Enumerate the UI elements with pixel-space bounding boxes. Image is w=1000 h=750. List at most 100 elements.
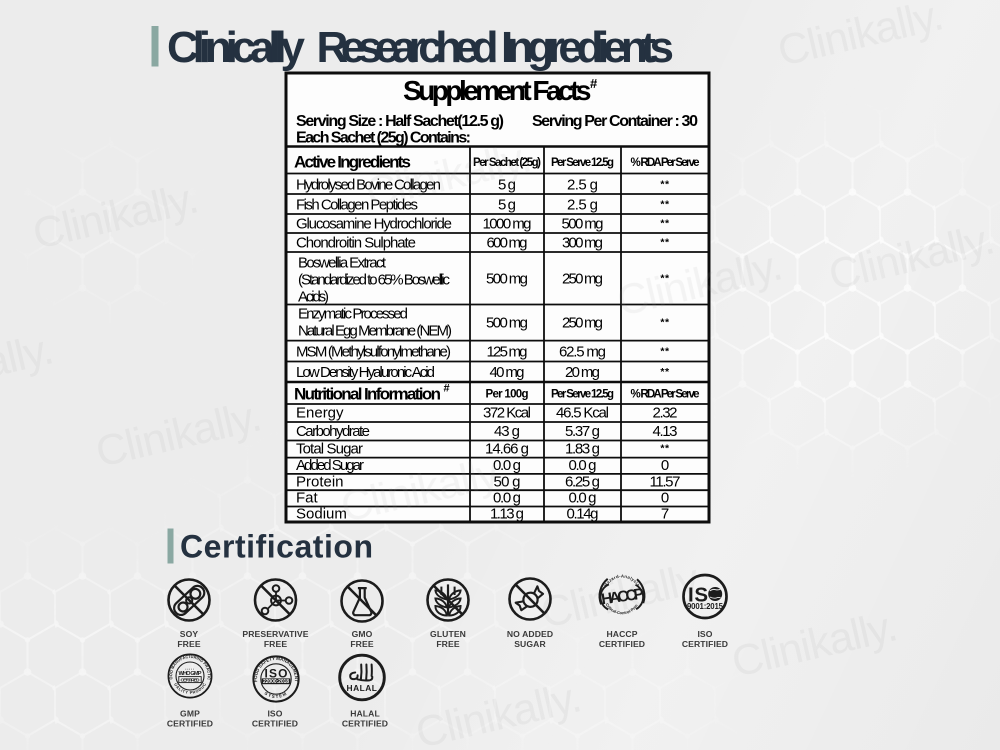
svg-text:6.25 g: 6.25 g: [565, 474, 600, 491]
svg-text:Ingredients: Ingredients: [501, 23, 674, 72]
svg-text:62.5 mg: 62.5 mg: [559, 344, 606, 361]
svg-text:40 mg: 40 mg: [490, 364, 525, 381]
svg-text:Energy: Energy: [296, 405, 344, 422]
svg-text:Clinikally.: Clinikally.: [727, 602, 901, 687]
svg-text:Boswellia Extract: Boswellia Extract: [298, 255, 387, 272]
svg-text:GMO: GMO: [352, 629, 373, 639]
svg-text:0.0 g: 0.0 g: [493, 457, 521, 474]
svg-text:HACCP: HACCP: [600, 586, 645, 609]
svg-text:Sodium: Sodium: [296, 506, 347, 523]
svg-text:**: **: [660, 366, 670, 378]
svg-text:GLUTEN: GLUTEN: [430, 629, 466, 639]
svg-text:**: **: [660, 179, 670, 191]
svg-text:372 Kcal: 372 Kcal: [483, 405, 531, 422]
svg-text:WHO GMP: WHO GMP: [179, 671, 202, 677]
svg-text:Clinikally.: Clinikally.: [0, 325, 58, 410]
svg-text:20 mg: 20 mg: [565, 364, 600, 381]
svg-text:0.0 g: 0.0 g: [569, 457, 597, 474]
svg-text:ISO: ISO: [697, 629, 712, 639]
svg-text:Enzymatic Processed: Enzymatic Processed: [298, 306, 408, 323]
svg-text:**: **: [660, 317, 670, 329]
svg-text:Researched: Researched: [317, 23, 499, 72]
svg-text:9001:2015: 9001:2015: [687, 602, 724, 611]
svg-text:FREE: FREE: [350, 639, 373, 649]
svg-text:**: **: [660, 273, 670, 285]
svg-text:Each Sachet (25g) Contains:: Each Sachet (25g) Contains:: [296, 130, 471, 147]
svg-text:Fat: Fat: [296, 490, 319, 507]
svg-text:ISO: ISO: [265, 667, 288, 681]
svg-text:300 mg: 300 mg: [562, 235, 603, 252]
svg-text:Certification: Certification: [180, 529, 373, 565]
svg-text:CERTIFIED: CERTIFIED: [342, 719, 388, 729]
svg-text:0.0 g: 0.0 g: [493, 490, 521, 507]
svg-text:Glucosamine Hydrochloride: Glucosamine Hydrochloride: [296, 216, 452, 233]
svg-text:Added Sugar: Added Sugar: [296, 457, 364, 474]
svg-text:(Standardized to 65% Boswellic: (Standardized to 65% Boswellic: [298, 272, 451, 289]
svg-text:22000:2018: 22000:2018: [263, 679, 289, 685]
svg-text:Active Ingredients: Active Ingredients: [294, 153, 411, 172]
svg-text:FREE: FREE: [436, 639, 459, 649]
svg-text:43 g: 43 g: [494, 423, 520, 440]
svg-text:11.57: 11.57: [650, 474, 681, 491]
svg-text:Low Density Hyaluronic Acid: Low Density Hyaluronic Acid: [296, 364, 435, 381]
svg-text:Serving Per Container : 30: Serving Per Container : 30: [532, 113, 698, 130]
svg-text:Fish Collagen Peptides: Fish Collagen Peptides: [296, 197, 418, 214]
svg-text:7: 7: [661, 506, 669, 523]
svg-text:HACCP: HACCP: [606, 629, 637, 639]
svg-text:125 mg: 125 mg: [487, 344, 528, 361]
svg-text:2.32: 2.32: [653, 405, 678, 422]
svg-text:250 mg: 250 mg: [562, 271, 603, 288]
svg-text:Chondroitin Sulphate: Chondroitin Sulphate: [296, 235, 416, 252]
svg-text:Per Serve 12.5g: Per Serve 12.5g: [551, 389, 614, 401]
svg-text:SYSTEM: SYSTEM: [264, 691, 289, 700]
svg-text:% RDA Per Serve: % RDA Per Serve: [631, 157, 700, 169]
svg-text:**: **: [660, 443, 670, 455]
svg-text:SUGAR: SUGAR: [514, 639, 546, 649]
svg-text:CERTIFIED: CERTIFIED: [252, 719, 298, 729]
svg-text:46.5 Kcal: 46.5 Kcal: [556, 405, 609, 422]
svg-text:NO ADDED: NO ADDED: [507, 629, 553, 639]
svg-text:250 mg: 250 mg: [562, 315, 603, 332]
svg-text:#: #: [590, 76, 598, 91]
svg-text:Protein: Protein: [296, 474, 344, 491]
svg-text:GMP: GMP: [180, 709, 200, 719]
svg-text:% RDA Per Serve: % RDA Per Serve: [631, 389, 700, 401]
svg-text:1000 mg: 1000 mg: [483, 216, 532, 233]
svg-text:Per Sachet (25g): Per Sachet (25g): [473, 157, 541, 169]
svg-text:500 mg: 500 mg: [486, 315, 528, 332]
svg-text:**: **: [660, 199, 670, 211]
svg-text:Serving Size : Half Sachet(12.: Serving Size : Half Sachet(12.5 g): [296, 113, 504, 130]
svg-text:4.13: 4.13: [653, 423, 678, 440]
svg-text:Clinically: Clinically: [167, 23, 306, 72]
svg-text:CERTIFIED: CERTIFIED: [167, 719, 213, 729]
svg-text:1.83 g: 1.83 g: [565, 441, 600, 458]
svg-text:PRESERVATIVE: PRESERVATIVE: [242, 629, 308, 639]
svg-text:**: **: [660, 237, 670, 249]
svg-text:14.66 g: 14.66 g: [485, 441, 529, 458]
svg-text:MSM (Methylsulfonylmethane): MSM (Methylsulfonylmethane): [296, 344, 451, 361]
svg-text:2.5 g: 2.5 g: [567, 177, 598, 194]
svg-text:500 mg: 500 mg: [562, 216, 604, 233]
svg-text:HALAL: HALAL: [350, 709, 380, 719]
svg-text:CERTIFIED: CERTIFIED: [599, 639, 645, 649]
svg-text:2.5 g: 2.5 g: [567, 197, 598, 214]
svg-text:1.13 g: 1.13 g: [490, 506, 524, 523]
svg-text:Carbohydrate: Carbohydrate: [296, 423, 370, 440]
svg-text:Total Sugar: Total Sugar: [296, 441, 363, 458]
svg-text:5.37 g: 5.37 g: [565, 423, 600, 440]
svg-text:500 mg: 500 mg: [486, 271, 528, 288]
svg-text:Natural Egg Membrane (NEM): Natural Egg Membrane (NEM): [298, 323, 452, 340]
svg-text:CERTIFIED: CERTIFIED: [682, 639, 728, 649]
svg-text:ISO: ISO: [267, 709, 282, 719]
svg-text:**: **: [660, 218, 670, 230]
svg-text:#: #: [444, 383, 450, 395]
svg-text:Clinikally.: Clinikally.: [773, 0, 947, 76]
svg-text:**: **: [660, 346, 670, 358]
svg-text:Supplement Facts: Supplement Facts: [403, 75, 591, 106]
svg-text:Hydrolysed Bovine Collagen: Hydrolysed Bovine Collagen: [296, 177, 441, 194]
svg-text:HALAL: HALAL: [347, 683, 378, 693]
svg-text:IS: IS: [688, 584, 708, 607]
svg-text:50 g: 50 g: [494, 474, 521, 491]
svg-text:SOY: SOY: [180, 629, 199, 639]
svg-text:0.14g: 0.14g: [567, 506, 599, 523]
